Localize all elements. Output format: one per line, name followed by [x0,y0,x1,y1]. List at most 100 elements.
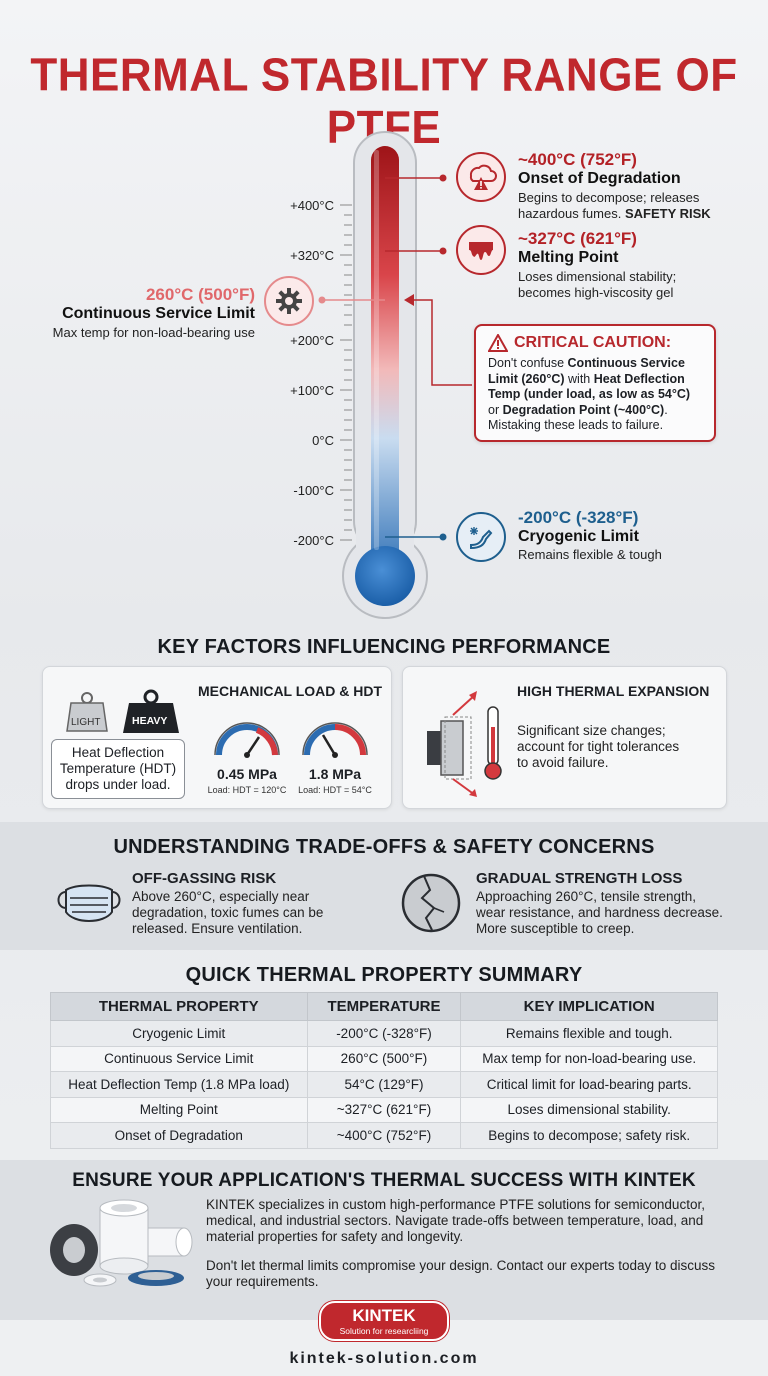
cryogenic-name: Cryogenic Limit [518,528,639,545]
table-cell: Max temp for non-load-bearing use. [460,1045,718,1072]
gauge-18-note: Load: HDT = 54°C [298,785,372,795]
strength-desc-2: wear resistance, and hardness decrease. [476,905,723,920]
summary-heading: QUICK THERMAL PROPERTY SUMMARY [185,964,583,986]
caution-l4b: Degradation Point (~400°C) [502,402,665,417]
table-cell: Continuous Service Limit [50,1045,308,1072]
heavy-label: HEAVY [132,715,168,727]
cta-p1-line3: material properties for safety and longe… [206,1229,464,1244]
mask-icon [57,884,121,922]
tradeoffs-heading: UNDERSTANDING TRADE-OFFS & SAFETY CONCER… [113,836,655,858]
table-cell: Critical limit for load-bearing parts. [460,1071,718,1098]
mechanical-load-card: MECHANICAL LOAD & HDT LIGHT HEAVY Heat D… [42,666,392,809]
scale-label-100: +100°C [290,383,334,398]
expansion-desc-3: to avoid failure. [517,755,609,770]
scale-ticks [340,204,352,541]
gauge-045-icon [214,722,280,758]
cta-paragraph-2: Don't let thermal limits compromise your… [206,1258,715,1290]
table-header: THERMAL PROPERTY [50,992,308,1021]
offgas-desc-3: released. Ensure ventilation. [132,921,303,936]
summary-table: THERMAL PROPERTY TEMPERATURE KEY IMPLICA… [50,992,718,1149]
thermometer [342,131,428,619]
tradeoffs-band [0,822,768,950]
table-cell: Begins to decompose; safety risk. [460,1122,718,1149]
cta-p1-line1: KINTEK specializes in custom high-perfor… [206,1197,705,1212]
table-header: TEMPERATURE [306,992,462,1021]
table-cell: Remains flexible and tough. [460,1020,718,1047]
caution-l2b: with [564,371,594,386]
melting-desc-1: Loses dimensional stability; [518,269,677,284]
table-row: Melting Point ~327°C (621°F) Loses dimen… [50,1096,718,1123]
cryogenic-desc: Remains flexible & tough [518,547,662,562]
caution-l5: Mistaking these leads to failure. [488,418,664,432]
degradation-risk: SAFETY RISK [624,206,711,221]
scale-label-minus200: -200°C [293,533,334,548]
table-cell: -200°C (-328°F) [306,1020,462,1047]
degradation-name: Onset of Degradation [518,170,681,187]
table-cell: Onset of Degradation [50,1122,308,1149]
snowflake-icon [456,512,506,562]
expansion-desc-2: account for tight tolerances [517,739,680,754]
scale-label-minus100: -100°C [293,483,334,498]
caution-l3: Temp (under load, as low as 54°C) [488,387,691,401]
cta-paragraph-1: KINTEK specializes in custom high-perfor… [206,1197,705,1245]
strength-desc: Approaching 260°C, tensile strength, wea… [476,889,723,937]
offgas-desc-2: degradation, toxic fumes can be [132,905,324,920]
caution-l1a: Don't confuse [488,356,568,370]
service-temp: 260°C (500°F) [145,285,255,304]
strength-desc-1: Approaching 260°C, tensile strength, [476,889,697,904]
table-row: Cryogenic Limit -200°C (-328°F) Remains … [50,1020,718,1047]
light-label: LIGHT [71,717,101,728]
hdt-note-box: Heat Deflection Temperature (HDT) drops … [51,739,185,799]
degradation-desc-text: Begins to decompose; releases hazardous … [518,190,700,221]
table-cell: Cryogenic Limit [50,1020,308,1047]
caution-l2c: Heat Deflection [593,371,685,386]
table-row: Onset of Degradation ~400°C (752°F) Begi… [50,1122,718,1149]
kintek-logo-tagline: Solution for researcliing [339,1326,429,1336]
expansion-desc: Significant size changes; account for ti… [517,723,679,771]
caution-l1b: Continuous Service [567,356,685,370]
thermal-expansion-card: HIGH THERMAL EXPANSION Significant size … [402,666,727,809]
caution-text: Don't confuse Continuous Service Limit (… [488,356,702,434]
key-factors-heading: KEY FACTORS INFLUENCING PERFORMANCE [157,636,611,658]
hdt-note-3: drops under load. [65,777,171,792]
table-cell: Melting Point [50,1096,308,1123]
gauge-045-value: 0.45 MPa [217,766,277,782]
scale-label-400: +400°C [290,198,334,213]
website-link[interactable]: kintek-solution.com [289,1350,479,1367]
caution-l2a: Limit (260°C) [488,371,565,386]
offgas-desc-1: Above 260°C, especially near [132,889,310,904]
melting-name: Melting Point [518,249,619,266]
cryogenic-temp: -200°C (-328°F) [518,508,639,527]
caution-l4a: or [488,402,503,417]
page-title: THERMAL STABILITY RANGE OF PTFE [30,49,738,154]
warning-icon [488,334,508,352]
cta-p2-line2: your requirements. [206,1274,319,1289]
hdt-note-1: Heat Deflection [71,745,165,760]
scale-label-0: 0°C [312,433,334,448]
table-header: KEY IMPLICATION [460,992,718,1021]
cta-heading: ENSURE YOUR APPLICATION'S THERMAL SUCCES… [72,1170,696,1191]
service-desc: Max temp for non-load-bearing use [52,325,255,340]
degradation-temp: ~400°C (752°F) [518,150,637,169]
critical-caution-box: CRITICAL CAUTION: Don't confuse Continuo… [474,324,716,442]
cta-p1-line2: medical, and industrial sectors. Navigat… [206,1213,704,1228]
cta-p2-line1: Don't let thermal limits compromise your… [206,1258,716,1273]
table-cell: Heat Deflection Temp (1.8 MPa load) [50,1071,308,1098]
table-cell: 260°C (500°F) [306,1045,462,1072]
strength-desc-3: More susceptible to creep. [476,921,635,936]
kintek-logo-button[interactable]: KINTEK Solution for researcliing [319,1301,449,1341]
load-title: MECHANICAL LOAD & HDT [198,683,383,699]
service-name: Continuous Service Limit [62,305,255,322]
expansion-icon [427,691,502,797]
expansion-title: HIGH THERMAL EXPANSION [517,683,710,699]
fire-hazard-icon [456,152,506,202]
table-row: Continuous Service Limit 260°C (500°F) M… [50,1045,718,1072]
melting-icon [456,225,506,275]
gear-icon [264,276,314,326]
offgas-title: OFF-GASSING RISK [132,870,277,887]
caution-l4c: . [664,402,668,417]
cracked-circle-icon [401,873,461,933]
table-cell: 54°C (129°F) [306,1071,462,1098]
melting-temp: ~327°C (621°F) [518,229,637,248]
gauge-18-icon [302,722,368,758]
